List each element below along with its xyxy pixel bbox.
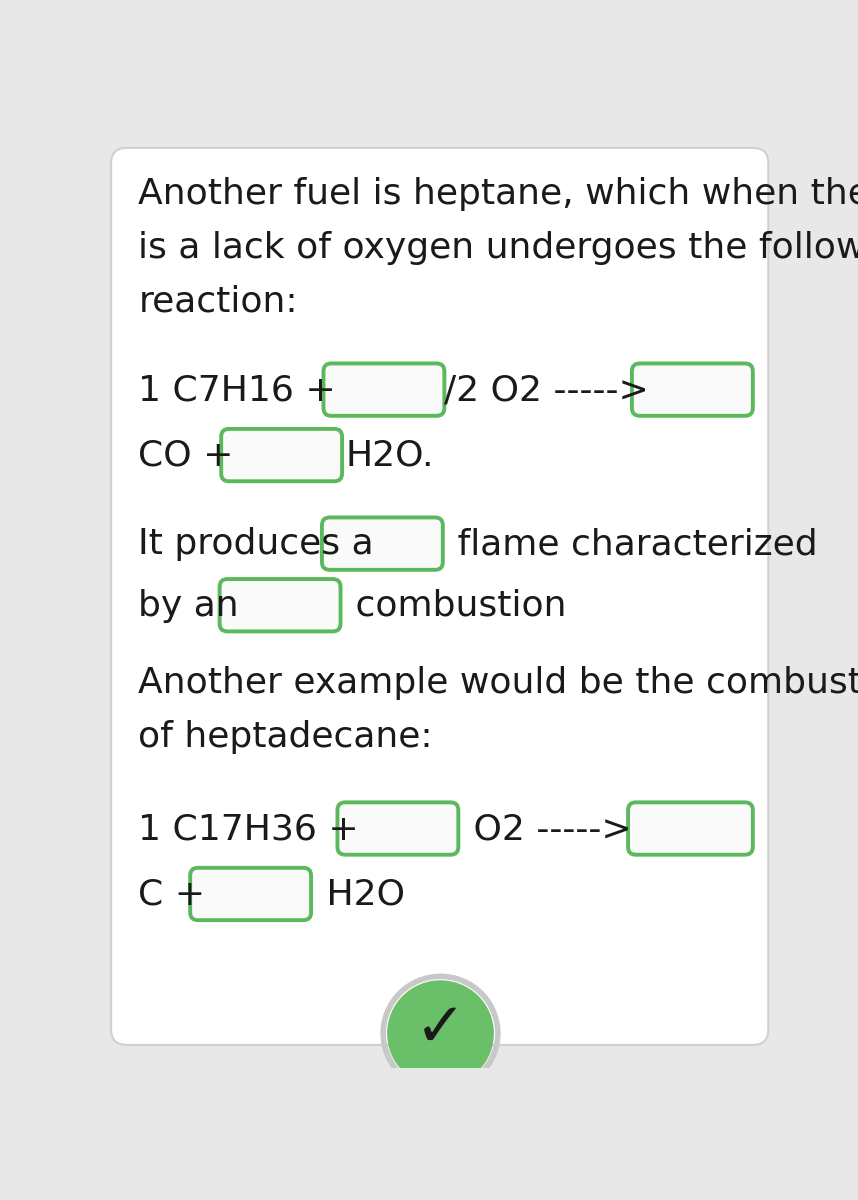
Text: 1 C17H36 +: 1 C17H36 + — [138, 812, 371, 846]
Text: H2O: H2O — [315, 877, 405, 912]
Text: Another example would be the combustion: Another example would be the combustion — [138, 666, 858, 700]
Text: ✓: ✓ — [415, 1000, 466, 1058]
Text: flame characterized: flame characterized — [446, 528, 818, 562]
FancyBboxPatch shape — [337, 803, 458, 854]
Text: C +: C + — [138, 877, 217, 912]
Text: /2 O2 ----->: /2 O2 -----> — [444, 373, 650, 407]
FancyBboxPatch shape — [112, 148, 768, 1045]
Text: Another fuel is heptane, which when there: Another fuel is heptane, which when ther… — [138, 178, 858, 211]
Text: by an: by an — [138, 589, 251, 623]
Text: H2O.: H2O. — [346, 439, 434, 473]
Text: O2 ----->: O2 -----> — [462, 812, 632, 846]
Text: 1 C7H16 +: 1 C7H16 + — [138, 373, 347, 407]
Text: reaction:: reaction: — [138, 284, 298, 319]
Text: of heptadecane:: of heptadecane: — [138, 720, 433, 754]
FancyBboxPatch shape — [323, 364, 444, 416]
FancyBboxPatch shape — [190, 868, 311, 920]
Text: is a lack of oxygen undergoes the following: is a lack of oxygen undergoes the follow… — [138, 230, 858, 265]
FancyBboxPatch shape — [632, 364, 752, 416]
Text: combustion: combustion — [343, 589, 566, 623]
FancyBboxPatch shape — [220, 580, 341, 631]
Text: It produces a: It produces a — [138, 528, 385, 562]
FancyBboxPatch shape — [322, 517, 443, 570]
Text: CO +: CO + — [138, 439, 245, 473]
FancyBboxPatch shape — [628, 803, 752, 854]
Circle shape — [388, 980, 493, 1086]
FancyBboxPatch shape — [221, 428, 342, 481]
